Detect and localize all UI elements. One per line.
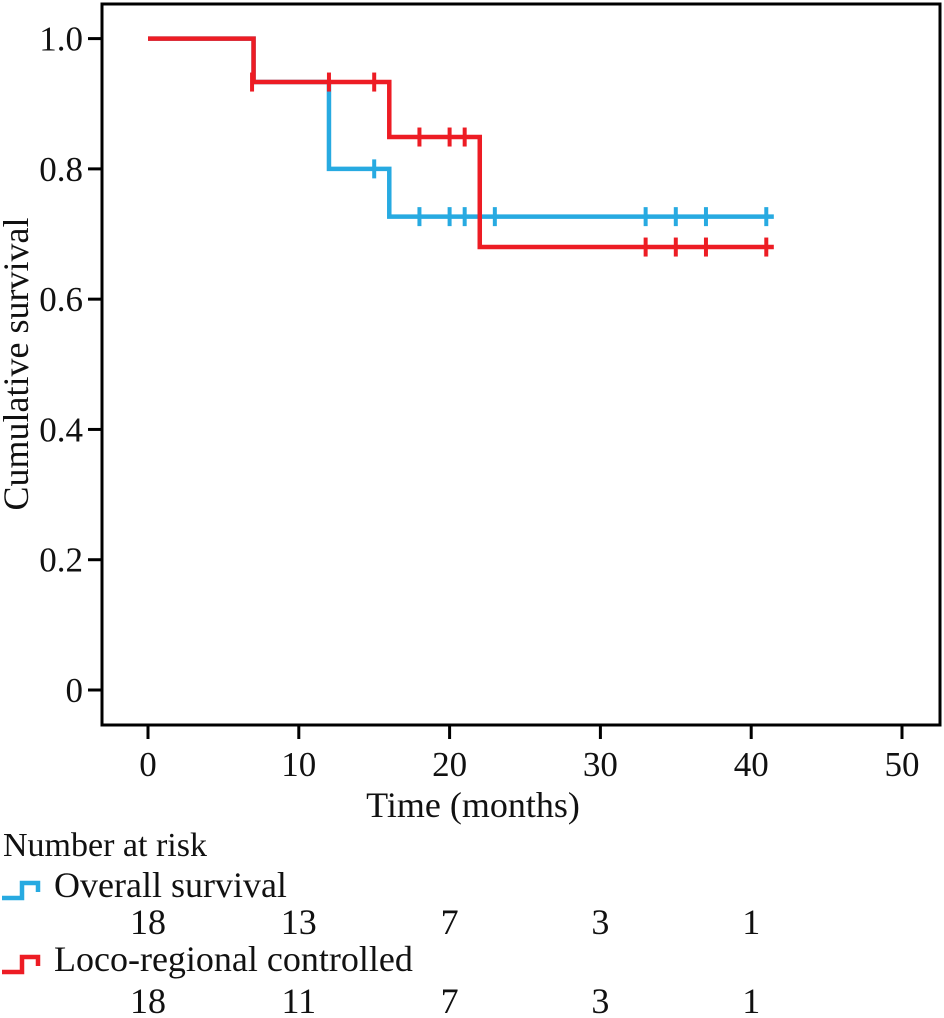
- x-axis-title: Time (months): [366, 785, 580, 825]
- risk-count: 7: [440, 981, 459, 1018]
- risk-count: 7: [440, 902, 459, 942]
- loco-regional-step-icon: [2, 954, 41, 975]
- km-chart: 1.0 0.8 0.6 0.4 0.2 0 0 10 20 30 40 50 Time (months)…: [0, 2, 942, 825]
- y-tick-label: 1.0: [39, 20, 83, 59]
- x-tick-label: 50: [885, 745, 920, 784]
- risk-count: 11: [281, 981, 317, 1018]
- risk-count: 18: [130, 902, 166, 942]
- risk-count: 3: [591, 902, 610, 942]
- risk-count: 13: [280, 902, 317, 942]
- x-tick-label: 40: [734, 745, 769, 784]
- x-tick-label: 30: [583, 745, 618, 784]
- x-tick-label: 0: [139, 745, 157, 784]
- y-tick-label: 0.6: [39, 280, 83, 319]
- y-tick-label: 0.2: [39, 541, 83, 580]
- risk-count: 1: [742, 902, 761, 942]
- risk-count: 1: [742, 981, 761, 1018]
- y-axis-title: Cumulative survival: [0, 218, 36, 511]
- series-curve-loco-regional-controlled: [148, 36, 774, 250]
- legend-label-overall-survival: Overall survival: [54, 865, 287, 905]
- risk-count: 18: [130, 981, 166, 1018]
- x-tick-label: 20: [432, 745, 467, 784]
- risk-count: 3: [591, 981, 610, 1018]
- y-tick-label: 0.4: [39, 410, 83, 449]
- plot-box: [100, 2, 942, 727]
- y-tick-label: 0: [66, 671, 84, 710]
- x-tick-label: 10: [281, 745, 316, 784]
- overall-survival-step-icon: [2, 880, 41, 901]
- risk-counts-overall-survival: 18 13 7 3 1: [0, 904, 944, 942]
- series-curve-overall-survival: [148, 36, 774, 219]
- risk-table-heading: Number at risk: [3, 827, 207, 864]
- y-tick-label: 0.8: [39, 150, 83, 189]
- legend-label-loco-regional: Loco-regional controlled: [54, 939, 413, 979]
- risk-counts-loco-regional: 18 11 7 3 1: [0, 983, 944, 1018]
